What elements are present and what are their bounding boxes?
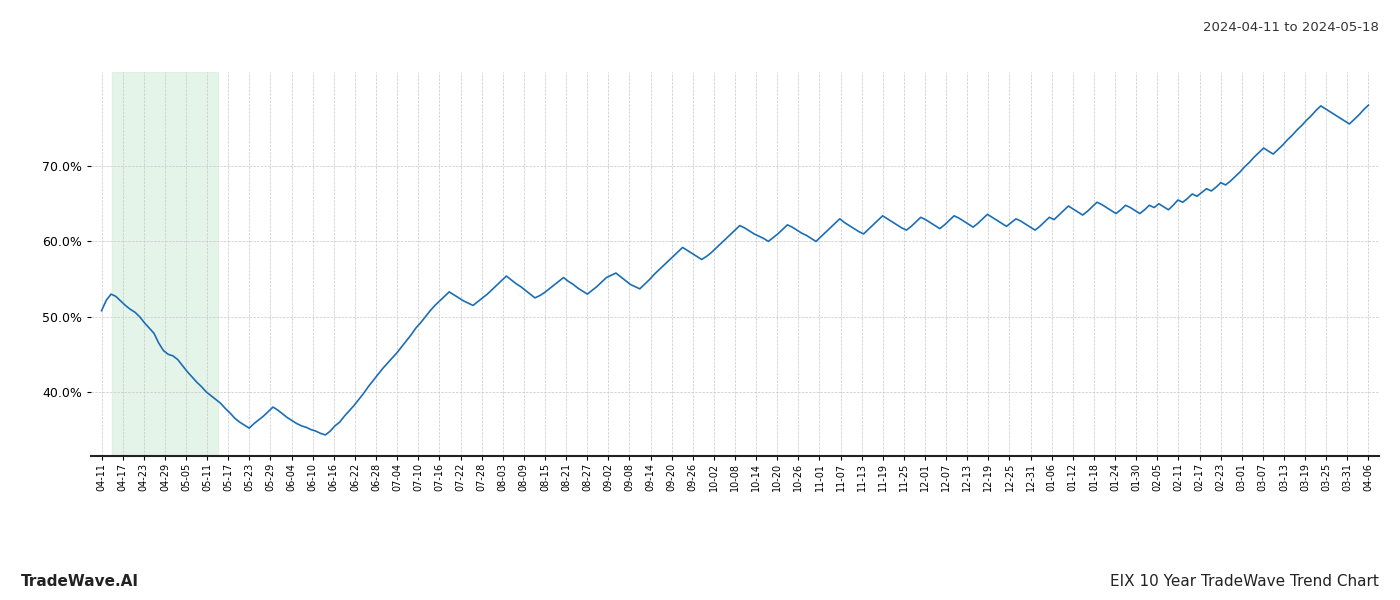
Text: EIX 10 Year TradeWave Trend Chart: EIX 10 Year TradeWave Trend Chart (1110, 574, 1379, 589)
Bar (112, 72, 217, 456)
Text: 2024-04-11 to 2024-05-18: 2024-04-11 to 2024-05-18 (1203, 21, 1379, 34)
Text: TradeWave.AI: TradeWave.AI (21, 574, 139, 589)
